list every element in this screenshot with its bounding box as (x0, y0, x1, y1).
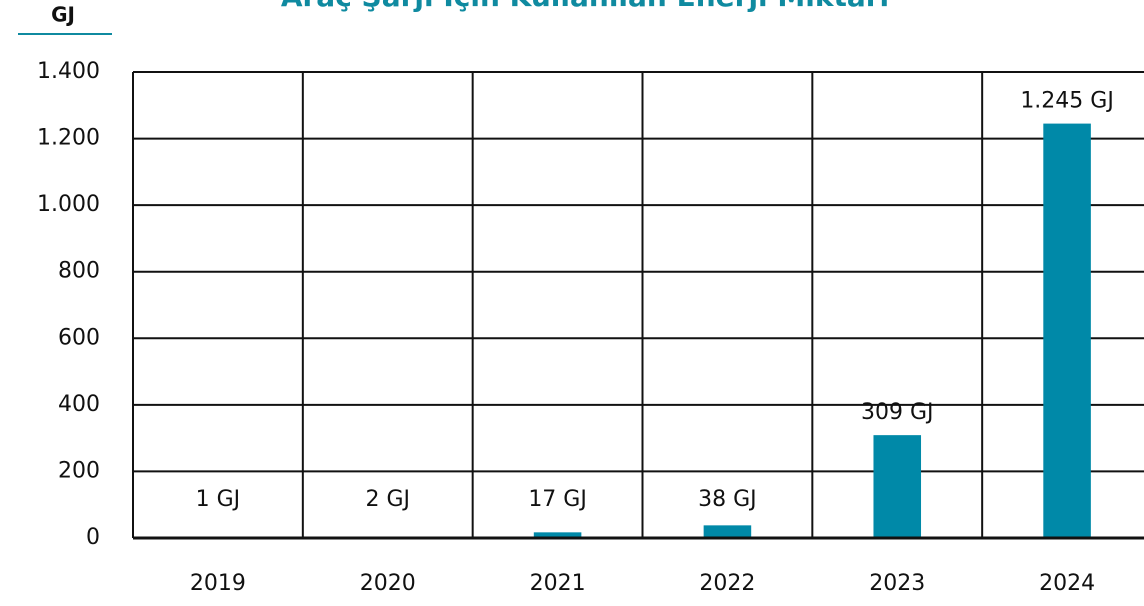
bar (703, 525, 752, 538)
value-label: 1 GJ (196, 487, 241, 512)
y-tick-label: 200 (58, 458, 100, 483)
value-label: 38 GJ (698, 487, 757, 512)
y-tick-label: 400 (58, 392, 100, 417)
x-tick-label: 2019 (190, 571, 246, 596)
x-tick-label: 2020 (360, 571, 416, 596)
value-label: 17 GJ (528, 487, 587, 512)
bar (873, 435, 922, 538)
bar (533, 532, 582, 538)
chart-title: Araç Şarjı İçin Kullanılan Enerji Miktar… (281, 0, 889, 13)
y-axis-label: GJ (51, 3, 75, 27)
x-tick-label: 2024 (1039, 571, 1095, 596)
y-tick-label: 0 (86, 525, 100, 550)
bar (1043, 123, 1091, 538)
value-label: 309 GJ (861, 400, 934, 425)
x-tick-label: 2023 (869, 571, 925, 596)
y-tick-label: 800 (58, 259, 100, 284)
y-tick-label: 1.000 (37, 192, 100, 217)
y-tick-label: 1.200 (37, 126, 100, 151)
x-tick-label: 2022 (699, 571, 755, 596)
value-label: 1.245 GJ (1020, 89, 1114, 114)
y-tick-label: 600 (58, 325, 100, 350)
y-tick-label: 1.400 (37, 59, 100, 84)
value-label: 2 GJ (365, 487, 410, 512)
x-tick-label: 2021 (530, 571, 586, 596)
